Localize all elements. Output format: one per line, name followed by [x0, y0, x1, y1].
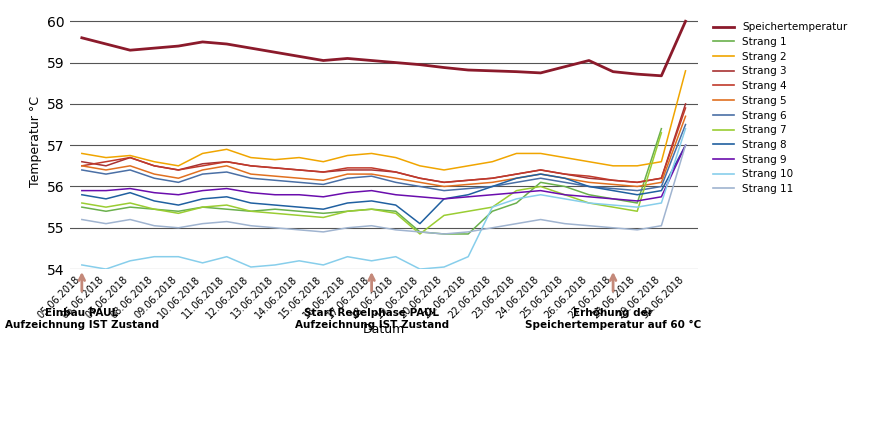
Text: Erhöhung der
Speichertemperatur auf 60 °C: Erhöhung der Speichertemperatur auf 60 °…	[525, 308, 701, 330]
X-axis label: Datum: Datum	[363, 323, 405, 336]
Y-axis label: Temperatur °C: Temperatur °C	[29, 95, 42, 187]
Legend: Speichertemperatur, Strang 1, Strang 2, Strang 3, Strang 4, Strang 5, Strang 6, : Speichertemperatur, Strang 1, Strang 2, …	[709, 18, 852, 198]
Text: Einbau PAUL
Aufzeichnung IST Zustand: Einbau PAUL Aufzeichnung IST Zustand	[4, 308, 159, 330]
Text: Start Regelphase PAUL
Aufzeichnung IST Zustand: Start Regelphase PAUL Aufzeichnung IST Z…	[295, 308, 449, 330]
